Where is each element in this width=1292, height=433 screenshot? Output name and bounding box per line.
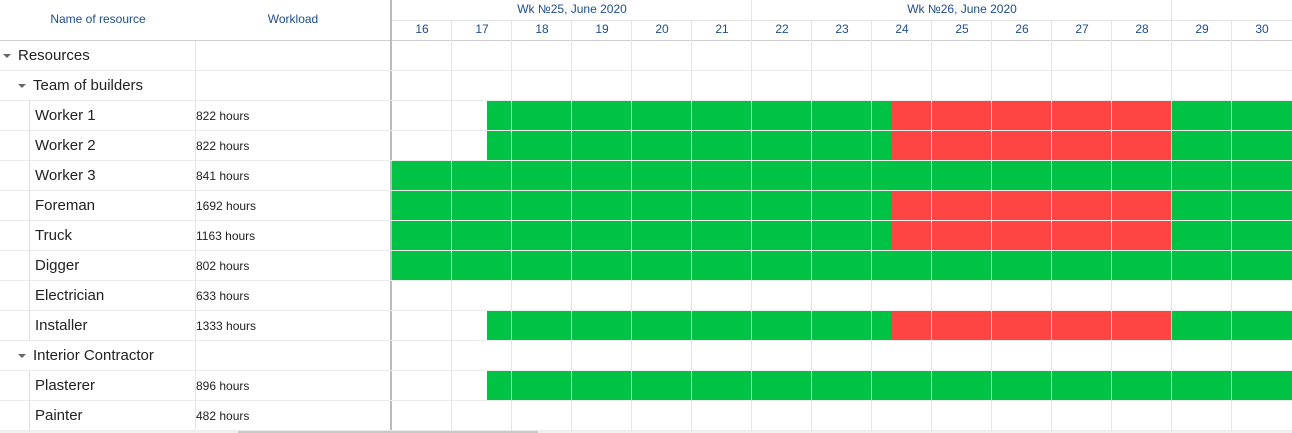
day-label: 23 (835, 22, 849, 36)
workload: 822 hours (196, 139, 249, 153)
week-label: Wk №25, June 2020 (517, 2, 627, 16)
load-ok (392, 251, 1292, 280)
week-label: Wk №26, June 2020 (907, 2, 1017, 16)
resource-name[interactable]: Resources (18, 47, 90, 64)
day-label: 17 (475, 22, 489, 36)
resource-name[interactable]: Worker 3 (35, 167, 96, 184)
day-label: 28 (1135, 22, 1149, 36)
load-ok (487, 101, 892, 130)
day-label: 16 (415, 22, 429, 36)
resource-name[interactable]: Plasterer (35, 377, 95, 394)
column-header[interactable]: Name of resource (50, 12, 146, 26)
scrollbar-thumb[interactable] (238, 430, 538, 433)
resource-name[interactable]: Foreman (35, 197, 95, 214)
day-label: 29 (1195, 22, 1209, 36)
load-over (892, 131, 1172, 160)
resource-name[interactable]: Painter (35, 407, 83, 424)
workload: 841 hours (196, 169, 249, 183)
load-ok (487, 311, 892, 340)
day-label: 24 (895, 22, 909, 36)
expand-toggle[interactable] (3, 54, 11, 58)
resource-name[interactable]: Worker 2 (35, 137, 96, 154)
resource-name[interactable]: Digger (35, 257, 79, 274)
expand-toggle[interactable] (18, 84, 26, 88)
day-label: 30 (1255, 22, 1269, 36)
workload: 633 hours (196, 289, 249, 303)
workload: 1333 hours (196, 319, 256, 333)
resource-name[interactable]: Worker 1 (35, 107, 96, 124)
day-label: 25 (955, 22, 969, 36)
workload: 822 hours (196, 109, 249, 123)
workload: 896 hours (196, 379, 249, 393)
load-ok (392, 161, 1292, 190)
scrollbar-track (0, 430, 1292, 433)
day-label: 20 (655, 22, 669, 36)
load-over (892, 101, 1172, 130)
expand-toggle[interactable] (18, 354, 26, 358)
day-label: 26 (1015, 22, 1029, 36)
resource-name[interactable]: Interior Contractor (33, 347, 154, 364)
column-header[interactable]: Workload (268, 12, 318, 26)
resource-name[interactable]: Team of builders (33, 77, 143, 94)
workload: 1692 hours (196, 199, 256, 213)
load-over (892, 311, 1172, 340)
resource-name[interactable]: Truck (35, 227, 72, 244)
workload: 1163 hours (196, 229, 255, 243)
day-label: 27 (1075, 22, 1089, 36)
workload: 482 hours (196, 409, 249, 423)
day-label: 21 (715, 22, 729, 36)
load-ok (392, 221, 892, 250)
load-over (892, 191, 1172, 220)
day-label: 19 (595, 22, 609, 36)
resource-name[interactable]: Installer (35, 317, 88, 334)
load-over (892, 221, 1172, 250)
workload: 802 hours (196, 259, 249, 273)
resource-name[interactable]: Electrician (35, 287, 104, 304)
load-ok (487, 131, 892, 160)
load-ok (487, 371, 1292, 400)
day-label: 18 (535, 22, 549, 36)
day-label: 22 (775, 22, 789, 36)
load-ok (392, 191, 892, 220)
